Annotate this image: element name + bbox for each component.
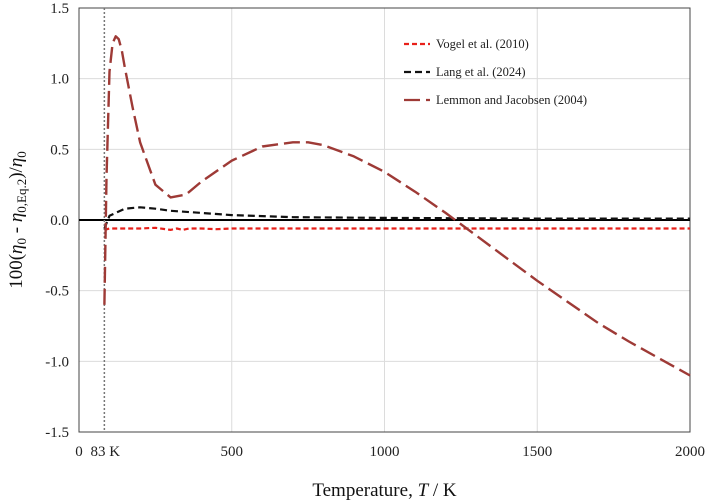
y-tick-label: -1.0	[45, 354, 69, 370]
y-tick-label: 1.0	[50, 72, 69, 88]
legend-label: Lemmon and Jacobsen (2004)	[436, 93, 587, 107]
legend-label: Vogel et al. (2010)	[436, 37, 529, 51]
series-layer	[103, 35, 691, 377]
x-tick-label: 1500	[522, 444, 552, 460]
y-tick-labels: -1.5 -1.0 -0.5 0.0 0.5 1.0 1.5	[45, 1, 69, 441]
x-tick-label: 500	[221, 444, 244, 460]
x-axis-title: Temperature, T / K	[312, 480, 457, 501]
legend: Vogel et al. (2010) Lang et al. (2024) Lem…	[404, 37, 587, 107]
series-line-3	[103, 35, 691, 377]
y-tick-label: -1.5	[45, 425, 69, 441]
x-tick-label: 0	[75, 444, 83, 460]
vertical-marker-label: 83 K	[91, 444, 121, 460]
legend-label: Lang et al. (2024)	[436, 65, 526, 79]
series-line-2	[103, 206, 690, 229]
y-tick-label: 0.0	[50, 213, 69, 229]
series-line-1	[104, 226, 690, 231]
y-tick-label: 0.5	[50, 142, 69, 158]
x-tick-label: 2000	[675, 444, 705, 460]
x-tick-labels: 0 500 1000 1500 2000	[75, 444, 705, 460]
y-axis-title: 100(η0 - η0,Eq.2)/η0	[6, 151, 29, 289]
y-tick-label: -0.5	[45, 284, 69, 300]
x-tick-label: 1000	[370, 444, 400, 460]
y-tick-label: 1.5	[50, 1, 69, 17]
